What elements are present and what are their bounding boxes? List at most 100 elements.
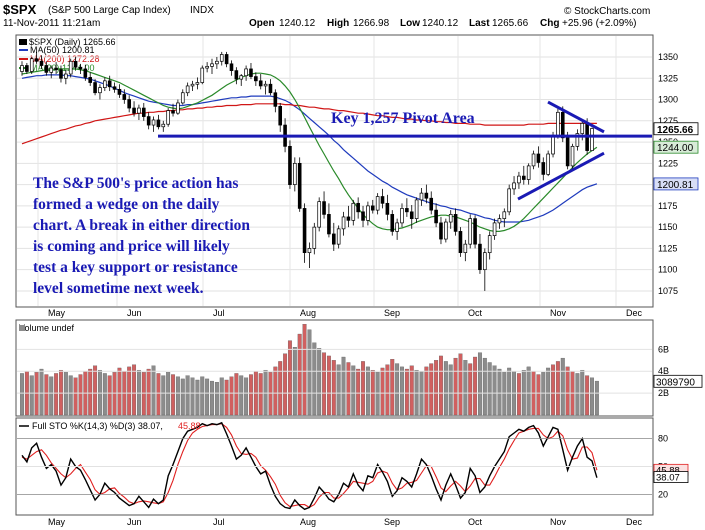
candle-body (215, 60, 219, 65)
volume-bar (434, 360, 439, 416)
month-tick-label: May (48, 517, 66, 527)
volume-bar (473, 356, 478, 416)
sto-label-d: 45.88 (178, 421, 201, 431)
commentary-line: The S&P 500's price action has (33, 175, 238, 192)
candle-body (54, 67, 58, 71)
candle-body (112, 86, 117, 90)
volume-bar (482, 357, 487, 416)
month-tick-label: Nov (550, 517, 567, 527)
month-tick-label: Jul (213, 517, 225, 527)
volume-bar (341, 356, 346, 416)
price-tag-box (653, 177, 699, 191)
candle-body (556, 111, 560, 136)
volume-bar (546, 367, 551, 416)
volume-bar (97, 369, 102, 416)
chart-symbol: $SPX (3, 2, 37, 17)
month-axis: May May Jun Jun Jul Jul Aug Aug Sep Sep Oct Oct Nov N… (48, 308, 643, 527)
candle-body (560, 111, 565, 139)
legend-price: $SPX (Daily) 1265.66 (29, 37, 116, 47)
sto-label: Full STO %K(14,3) %D(3) 38.07, (32, 421, 163, 431)
volume-bar (575, 373, 580, 416)
volume-bar (44, 374, 49, 416)
month-tick-label: Oct (468, 308, 483, 318)
candle-body (346, 216, 351, 221)
candle-body (565, 137, 570, 167)
volume-bar (175, 376, 180, 416)
volume-axis: 2B 4B 6B 3089790 (17, 344, 703, 398)
volume-bar (136, 369, 141, 416)
chart-exchange: INDX (190, 5, 214, 16)
candle-body (492, 222, 497, 236)
chg-label: Chg (540, 18, 559, 29)
candle-body (551, 134, 555, 155)
candle-body (575, 133, 580, 147)
volume-bar (307, 329, 312, 416)
chart-date-time: 11-Nov-2011 11:21am (3, 18, 100, 29)
wedge-upper-line (547, 100, 605, 134)
candle-body (317, 201, 321, 228)
volume-bar (102, 373, 107, 416)
candle-body (151, 119, 156, 126)
candle-body (487, 235, 492, 254)
volume-bar (351, 365, 356, 416)
candle-body (444, 221, 448, 240)
volume-bar (263, 369, 268, 416)
candle-body (502, 211, 507, 219)
volume-bar (278, 361, 283, 416)
candle-body (302, 208, 307, 254)
candle-body (327, 214, 331, 235)
candle-body (419, 192, 424, 201)
candle-body (434, 209, 438, 224)
volume-bar (117, 367, 122, 416)
volume-bar (224, 379, 229, 416)
volume-bar (439, 355, 443, 416)
volume-bar (395, 363, 400, 416)
candle-body (49, 67, 54, 73)
volume-tag-box (653, 374, 703, 388)
volume-bar (302, 324, 307, 416)
candle-body (400, 208, 404, 224)
candle-body (254, 76, 258, 82)
stochastic-lines (21, 421, 598, 511)
candle-body (297, 162, 302, 209)
price-axis: 1075110011251150117512001225125012751300… (658, 52, 678, 296)
volume-bar (594, 380, 599, 416)
candle-body (370, 205, 375, 211)
candle-body (439, 222, 443, 240)
last-label: Last (469, 18, 490, 29)
candle-body (307, 248, 312, 254)
commentary-line: level sometime next week. (33, 280, 204, 297)
volume-bar (356, 368, 361, 416)
volume-bar (93, 365, 98, 416)
price-tick-label: 1275 (658, 116, 678, 126)
candle-body (526, 165, 531, 180)
volume-tick-label: 6B (658, 344, 669, 354)
candle-body (107, 80, 112, 88)
candle-body (361, 211, 365, 221)
candle-body (322, 201, 326, 215)
volume-bar (400, 366, 404, 416)
price-tick-label: 1075 (658, 286, 678, 296)
candle-body (468, 218, 473, 245)
legend-ma50: MA(50) 1200.81 (30, 45, 95, 55)
volume-bar (54, 373, 59, 416)
volume-bar (219, 377, 224, 416)
price-tick-label: 1350 (658, 52, 678, 62)
candle-body (44, 65, 49, 73)
volume-label: Volume undef (19, 323, 75, 333)
month-tick-label: Jun (127, 308, 142, 318)
volume-bar (156, 373, 161, 416)
volume-bar (322, 352, 327, 416)
candle-body (166, 110, 170, 125)
month-tick-label: May (48, 308, 66, 318)
price-tag-label: 1200.81 (657, 180, 694, 191)
candle-body (483, 252, 487, 271)
volume-bar (365, 366, 370, 416)
volume-bar (497, 368, 502, 416)
volume-bar (63, 372, 68, 416)
candle-body (224, 54, 229, 65)
candle-body (478, 243, 482, 271)
candle-body (546, 153, 550, 175)
volume-bar (312, 342, 317, 416)
volume-bar (507, 367, 512, 416)
